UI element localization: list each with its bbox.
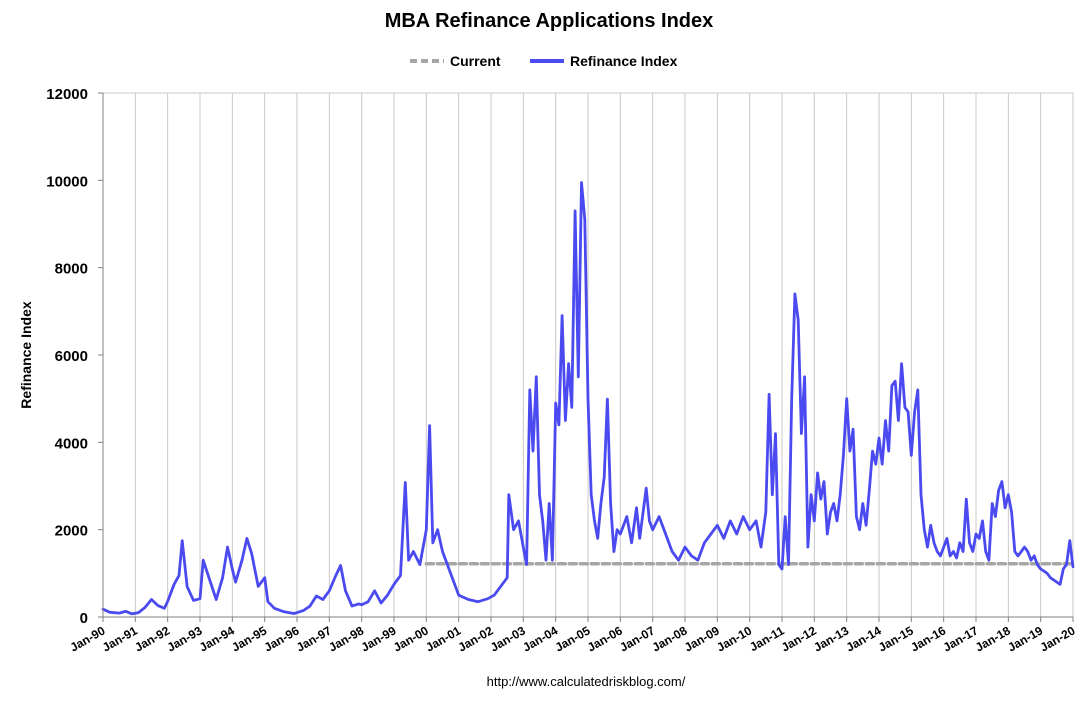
- x-tick-label: Jan-20: [1038, 623, 1078, 654]
- y-tick-label: 12000: [46, 86, 88, 103]
- x-tick-label: Jan-01: [423, 623, 463, 654]
- x-tick-label: Jan-07: [617, 623, 657, 654]
- y-tick-label: 8000: [55, 261, 88, 278]
- x-tick-label: Jan-13: [811, 623, 851, 654]
- x-tick-label: Jan-95: [229, 623, 269, 654]
- x-tick-label: Jan-09: [682, 623, 722, 654]
- y-tick-label: 4000: [55, 435, 88, 452]
- chart-title: MBA Refinance Applications Index: [385, 10, 714, 32]
- series-line-refinance-index: [101, 181, 1075, 616]
- x-tick-label: Jan-19: [1005, 623, 1045, 654]
- y-tick-label: 0: [80, 610, 88, 627]
- x-tick-label: Jan-05: [553, 623, 593, 654]
- series-layer: [101, 181, 1075, 616]
- x-tick-label: Jan-93: [165, 623, 205, 654]
- legend-label-current: Current: [450, 53, 501, 69]
- y-tick-label: 6000: [55, 348, 88, 365]
- x-tick-label: Jan-18: [973, 623, 1013, 654]
- axes: [98, 92, 1074, 622]
- x-tick-label: Jan-00: [391, 623, 431, 654]
- x-tick-label: Jan-08: [650, 623, 690, 654]
- x-tick-label: Jan-15: [876, 623, 916, 654]
- y-tick-labels: 0 2000 4000 6000 8000 10000 12000: [46, 86, 88, 627]
- x-tick-label: Jan-16: [908, 623, 948, 654]
- x-tick-label: Jan-02: [456, 623, 496, 654]
- x-tick-label: Jan-03: [488, 623, 528, 654]
- x-tick-label: Jan-90: [68, 623, 108, 654]
- x-tick-label: Jan-92: [132, 623, 172, 654]
- x-tick-label: Jan-06: [585, 623, 625, 654]
- x-tick-label: Jan-17: [941, 623, 981, 654]
- source-note: http://www.calculatedriskblog.com/: [487, 674, 686, 689]
- x-tick-label: Jan-96: [262, 623, 302, 654]
- x-tick-label: Jan-10: [714, 623, 754, 654]
- legend-label-refinance-index: Refinance Index: [570, 53, 678, 69]
- x-tick-label: Jan-14: [844, 623, 884, 654]
- x-tick-label: Jan-97: [294, 623, 334, 654]
- x-tick-labels: Jan-90Jan-91Jan-92Jan-93Jan-94Jan-95Jan-…: [68, 623, 1078, 654]
- x-tick-label: Jan-11: [747, 623, 787, 654]
- x-tick-label: Jan-04: [520, 623, 560, 654]
- x-tick-label: Jan-94: [197, 623, 237, 654]
- y-axis-label: Refinance Index: [18, 301, 34, 409]
- x-tick-label: Jan-98: [326, 623, 366, 654]
- y-tick-label: 2000: [55, 523, 88, 540]
- legend: Current Refinance Index: [410, 53, 678, 69]
- y-tick-label: 10000: [46, 173, 88, 190]
- x-tick-label: Jan-91: [100, 623, 140, 654]
- x-tick-label: Jan-99: [359, 623, 399, 654]
- x-tick-label: Jan-12: [779, 623, 819, 654]
